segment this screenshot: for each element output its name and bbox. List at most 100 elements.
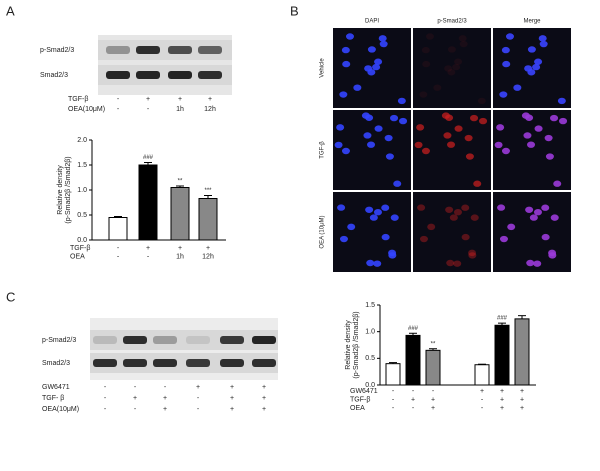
condition-sign: + <box>262 406 266 413</box>
condition-sign: + <box>262 384 266 391</box>
y-tick-label: 2.0 <box>77 137 87 144</box>
nucleus <box>533 260 542 267</box>
nucleus <box>444 65 453 72</box>
bar <box>514 318 530 386</box>
condition-sign: + <box>163 395 167 402</box>
nucleus <box>374 125 383 132</box>
condition-sign: 12h <box>204 106 216 113</box>
condition-sign: + <box>520 396 524 403</box>
nucleus <box>336 124 345 131</box>
y-axis-label: (p-Smad2β /Smad2β) <box>353 311 360 378</box>
nucleus <box>449 214 458 221</box>
nucleus <box>459 40 468 48</box>
condition-label: OEA(10μM) <box>42 406 79 413</box>
column-header: Merge <box>523 19 541 25</box>
nucleus <box>499 91 508 98</box>
nucleus <box>447 46 456 53</box>
nucleus <box>421 147 430 155</box>
panel-label: C <box>6 289 15 304</box>
nucleus <box>445 206 454 213</box>
nucleus <box>372 63 381 71</box>
bar <box>405 334 421 386</box>
condition-sign: 1h <box>176 253 184 260</box>
y-tick-label: 0.0 <box>77 237 87 244</box>
condition-sign: - <box>134 384 137 391</box>
condition-sign: - <box>412 388 415 395</box>
nucleus <box>425 33 434 40</box>
nucleus <box>538 35 547 42</box>
bar <box>198 198 218 241</box>
significance: ### <box>143 155 154 161</box>
band <box>136 71 160 79</box>
nucleus <box>505 33 514 40</box>
band <box>106 46 130 54</box>
nucleus <box>479 117 488 125</box>
nucleus <box>461 204 470 211</box>
bar <box>385 363 401 386</box>
nucleus <box>393 180 402 187</box>
nucleus <box>548 249 557 257</box>
condition-sign: + <box>146 245 150 252</box>
condition-sign: - <box>104 384 107 391</box>
condition-sign: + <box>262 395 266 402</box>
nucleus <box>337 204 346 211</box>
nucleus <box>497 204 506 211</box>
condition-sign: 1h <box>176 106 184 113</box>
column-header: DAPI <box>365 19 379 25</box>
condition-sign: + <box>206 245 210 252</box>
nucleus <box>347 223 356 231</box>
nucleus <box>468 252 477 259</box>
blot-strip <box>90 330 278 350</box>
nucleus <box>365 206 374 213</box>
nucleus <box>339 235 348 243</box>
condition-sign: - <box>481 405 484 412</box>
condition-sign: + <box>230 395 234 402</box>
nucleus <box>499 235 508 243</box>
row-label: OEA (10μM) <box>320 215 326 248</box>
nucleus <box>541 233 550 241</box>
nucleus <box>541 204 550 211</box>
nucleus <box>441 112 450 119</box>
nucleus <box>381 204 390 211</box>
nucleus <box>501 147 510 155</box>
nucleus <box>341 46 350 54</box>
condition-sign: + <box>431 396 435 403</box>
nucleus <box>367 141 376 148</box>
condition-sign: - <box>147 253 150 260</box>
nucleus <box>544 134 553 142</box>
nucleus <box>550 114 559 122</box>
nucleus <box>513 84 522 91</box>
nucleus <box>473 180 482 187</box>
nucleus <box>433 84 442 91</box>
nucleus <box>494 141 503 149</box>
nucleus <box>373 260 382 267</box>
band <box>93 359 117 367</box>
nucleus <box>381 233 390 241</box>
blot-row-label: p-Smad2/3 <box>42 337 76 344</box>
nucleus <box>527 46 536 53</box>
nucleus <box>374 58 383 65</box>
nucleus <box>521 112 530 119</box>
nucleus <box>453 208 462 216</box>
condition-label: OEA <box>70 253 85 260</box>
significance: *** <box>204 188 212 194</box>
condition-label: TGF-β <box>70 245 90 252</box>
condition-sign: - <box>117 96 120 103</box>
nucleus <box>527 141 536 148</box>
condition-sign: + <box>196 384 200 391</box>
bar <box>138 164 158 241</box>
condition-sign: + <box>163 406 167 413</box>
condition-sign: - <box>117 253 120 260</box>
nucleus <box>419 91 428 98</box>
nucleus <box>341 147 350 155</box>
nucleus <box>524 65 533 72</box>
condition-sign: - <box>164 384 167 391</box>
nucleus <box>454 125 463 132</box>
nucleus <box>501 46 510 54</box>
y-tick-label: 1.0 <box>77 187 87 194</box>
nucleus <box>470 114 479 122</box>
nucleus <box>443 132 452 139</box>
nucleus <box>523 132 532 139</box>
row-label: Vehicle <box>320 58 326 78</box>
